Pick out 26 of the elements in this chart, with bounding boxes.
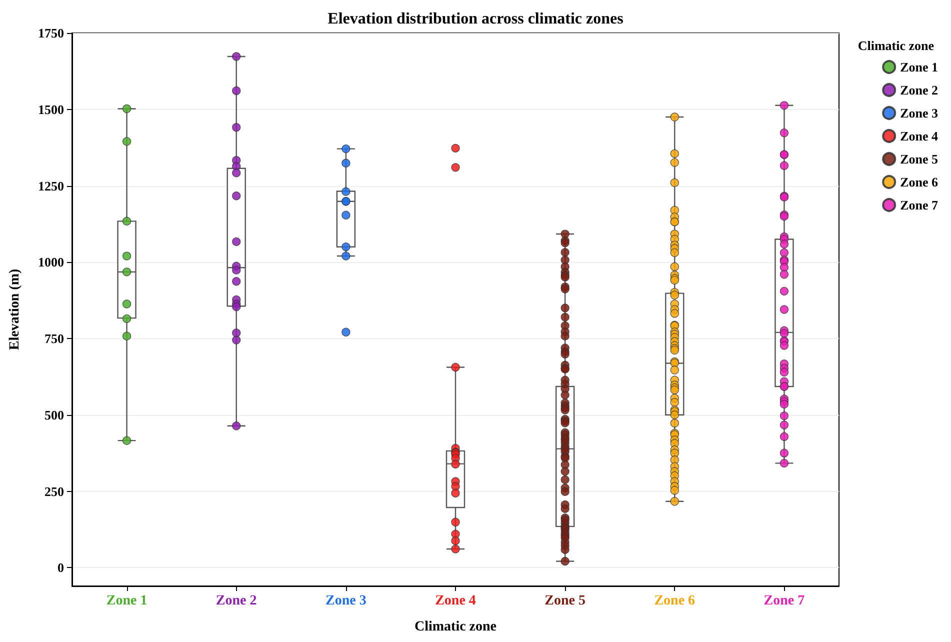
y-tick-label: 1000 [38, 254, 64, 270]
legend-label: Zone 4 [900, 128, 938, 144]
chart-title: Elevation distribution across climatic zones [328, 10, 624, 28]
x-tick-label: Zone 5 [544, 594, 586, 608]
x-tick-label: Zone 1 [106, 594, 148, 608]
x-tick-label: Zone 3 [326, 594, 366, 608]
legend-label: Zone 6 [900, 174, 938, 190]
legend-title: Climatic zone [858, 38, 934, 53]
x-tick-label: Zone 2 [216, 594, 257, 608]
legend-label: Zone 5 [900, 152, 938, 166]
y-tick-label: 500 [44, 407, 64, 422]
y-axis-title: Elevation (m) [8, 268, 22, 350]
legend-label: Zone 2 [900, 82, 938, 98]
x-tick-label: Zone 7 [764, 594, 805, 608]
legend-label: Zone 1 [900, 60, 938, 74]
x-axis-title: Climatic zone [414, 620, 497, 634]
y-tick-label: 250 [44, 484, 64, 499]
y-tick-label: 0 [58, 560, 64, 576]
y-tick-label: 750 [44, 331, 64, 346]
y-tick-label: 1750 [38, 26, 64, 40]
legend-label: Zone 3 [900, 106, 938, 120]
x-tick-label: Zone 4 [435, 594, 476, 608]
x-tick-label: Zone 6 [654, 594, 696, 608]
y-tick-label: 1500 [38, 102, 64, 117]
legend-label: Zone 7 [900, 198, 938, 212]
y-tick-label: 1250 [38, 178, 64, 194]
